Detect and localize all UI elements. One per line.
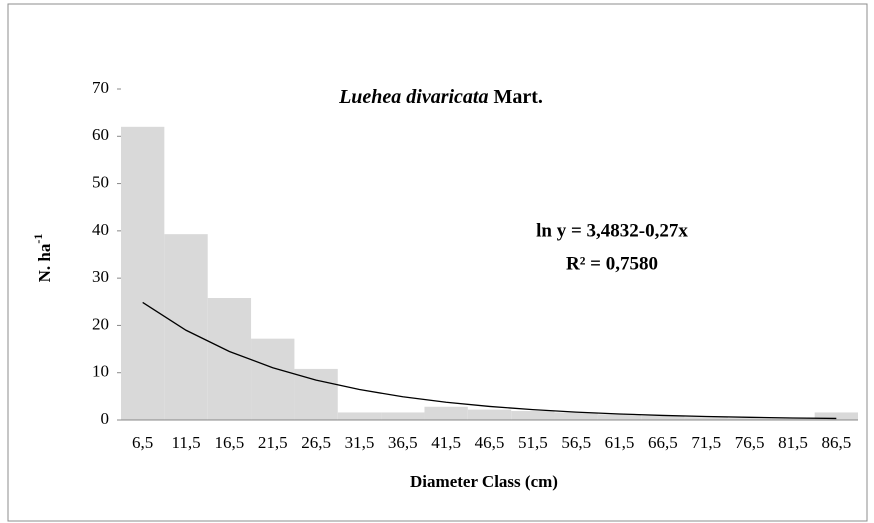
x-tick-label: 21,5 [258, 433, 288, 452]
bar [207, 298, 252, 420]
y-label-text: N. ha [35, 243, 54, 282]
x-tick-label: 66,5 [648, 433, 678, 452]
y-axis-label: N. ha-1 [31, 234, 54, 283]
x-tick-label: 41,5 [431, 433, 461, 452]
bar [467, 409, 512, 420]
bar [771, 418, 815, 420]
bar [641, 415, 685, 420]
bar [597, 414, 642, 420]
x-tick-label: 6,5 [132, 433, 153, 452]
y-tick-label: 10 [92, 362, 109, 381]
x-tick-label: 81,5 [778, 433, 808, 452]
bar [424, 406, 468, 420]
y-tick-label: 20 [92, 314, 109, 333]
y-label-sup: -1 [31, 234, 45, 244]
bar [337, 412, 382, 420]
title-species: Luehea divaricata [338, 86, 488, 108]
bar [121, 126, 165, 420]
y-tick-label: 0 [101, 409, 110, 428]
x-tick-label: 16,5 [215, 433, 245, 452]
trend-line [142, 301, 837, 420]
bar [814, 412, 858, 420]
bar [511, 411, 555, 420]
bar [294, 368, 338, 420]
annotation: ln y = 3,4832-0,27x [536, 220, 688, 241]
x-axis-label: Diameter Class (cm) [410, 472, 558, 491]
x-tick-label: 86,5 [821, 433, 851, 452]
y-tick-label: 60 [92, 125, 109, 144]
bar [381, 412, 425, 420]
x-tick-label: 11,5 [171, 433, 200, 452]
x-tick-label: 31,5 [345, 433, 375, 452]
bar [251, 338, 295, 420]
y-tick-label: 70 [92, 78, 109, 97]
y-tick-label: 30 [92, 267, 109, 286]
bar [727, 418, 772, 420]
bar [554, 412, 598, 420]
x-tick-label: 26,5 [301, 433, 331, 452]
x-tick-label: 76,5 [735, 433, 765, 452]
x-tick-label: 51,5 [518, 433, 548, 452]
y-tick-label: 40 [92, 220, 109, 239]
chart-title: Luehea divaricata Mart. [338, 86, 543, 108]
x-tick-label: 61,5 [605, 433, 635, 452]
x-tick-label: 71,5 [691, 433, 721, 452]
bar [164, 234, 208, 420]
title-author: Mart. [494, 86, 543, 108]
bar [684, 417, 728, 420]
y-tick-label: 50 [92, 172, 109, 191]
x-tick-label: 46,5 [475, 433, 505, 452]
annotation: R² = 0,7580 [566, 253, 658, 274]
x-tick-label: 36,5 [388, 433, 418, 452]
x-tick-label: 56,5 [561, 433, 591, 452]
